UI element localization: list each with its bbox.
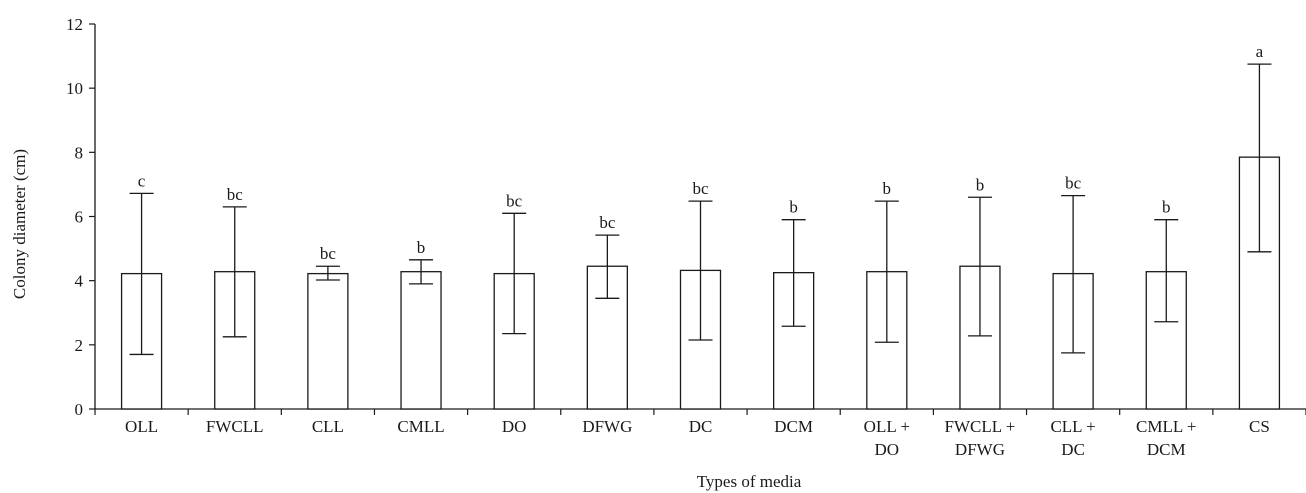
axes: 0 2 4 6 8 10 12 — [66, 15, 1306, 419]
x-tick-label: DO — [875, 440, 900, 459]
x-tick-label: FWCLL — [206, 417, 264, 436]
x-tick-label: CLL — [312, 417, 344, 436]
x-tick-label: DFWG — [582, 417, 632, 436]
significance-label: bc — [506, 191, 523, 210]
error-bars — [129, 63, 1272, 356]
y-tick-label: 10 — [66, 79, 83, 98]
bar — [400, 271, 442, 410]
x-tick-label: CLL + — [1050, 417, 1095, 436]
x-tick-label: CMLL — [397, 417, 444, 436]
x-tick-label: DFWG — [955, 440, 1005, 459]
y-tick-label: 4 — [75, 272, 84, 291]
x-tick-label: FWCLL + — [945, 417, 1016, 436]
x-axis-title: Types of media — [697, 472, 802, 491]
significance-label: c — [138, 171, 146, 190]
x-tick-label: DC — [689, 417, 713, 436]
significance-label: bc — [227, 185, 244, 204]
x-tick-label: DC — [1061, 440, 1085, 459]
y-tick-label: 6 — [75, 208, 84, 227]
x-tick-label: OLL + — [864, 417, 910, 436]
y-tick-label: 2 — [75, 336, 84, 355]
x-tick-label: CS — [1249, 417, 1270, 436]
significance-label: b — [1162, 198, 1171, 217]
y-tick-label: 8 — [75, 143, 84, 162]
x-tick-label: OLL — [125, 417, 158, 436]
significance-label: b — [789, 198, 798, 217]
significance-label: bc — [1065, 174, 1082, 193]
y-tick-label: 12 — [66, 15, 83, 34]
x-tick-label: DCM — [1147, 440, 1186, 459]
x-tick-label: DCM — [774, 417, 813, 436]
significance-label: b — [417, 238, 426, 257]
bars — [120, 156, 1281, 410]
x-tick-label: DO — [502, 417, 527, 436]
significance-label: b — [883, 179, 892, 198]
y-axis-title: Colony diameter (cm) — [10, 149, 29, 299]
significance-label: b — [976, 175, 985, 194]
significance-label: bc — [599, 213, 616, 232]
significance-label: bc — [692, 179, 709, 198]
y-tick-label: 0 — [75, 400, 84, 419]
significance-label: a — [1256, 42, 1264, 61]
x-tick-label: CMLL + — [1136, 417, 1196, 436]
labels: c OLL bc FWCLL bc CLL b CMLL bc DO bc DFWG bc DC b DCM b… — [125, 42, 1270, 459]
bar — [307, 272, 349, 410]
significance-label: bc — [320, 244, 337, 263]
